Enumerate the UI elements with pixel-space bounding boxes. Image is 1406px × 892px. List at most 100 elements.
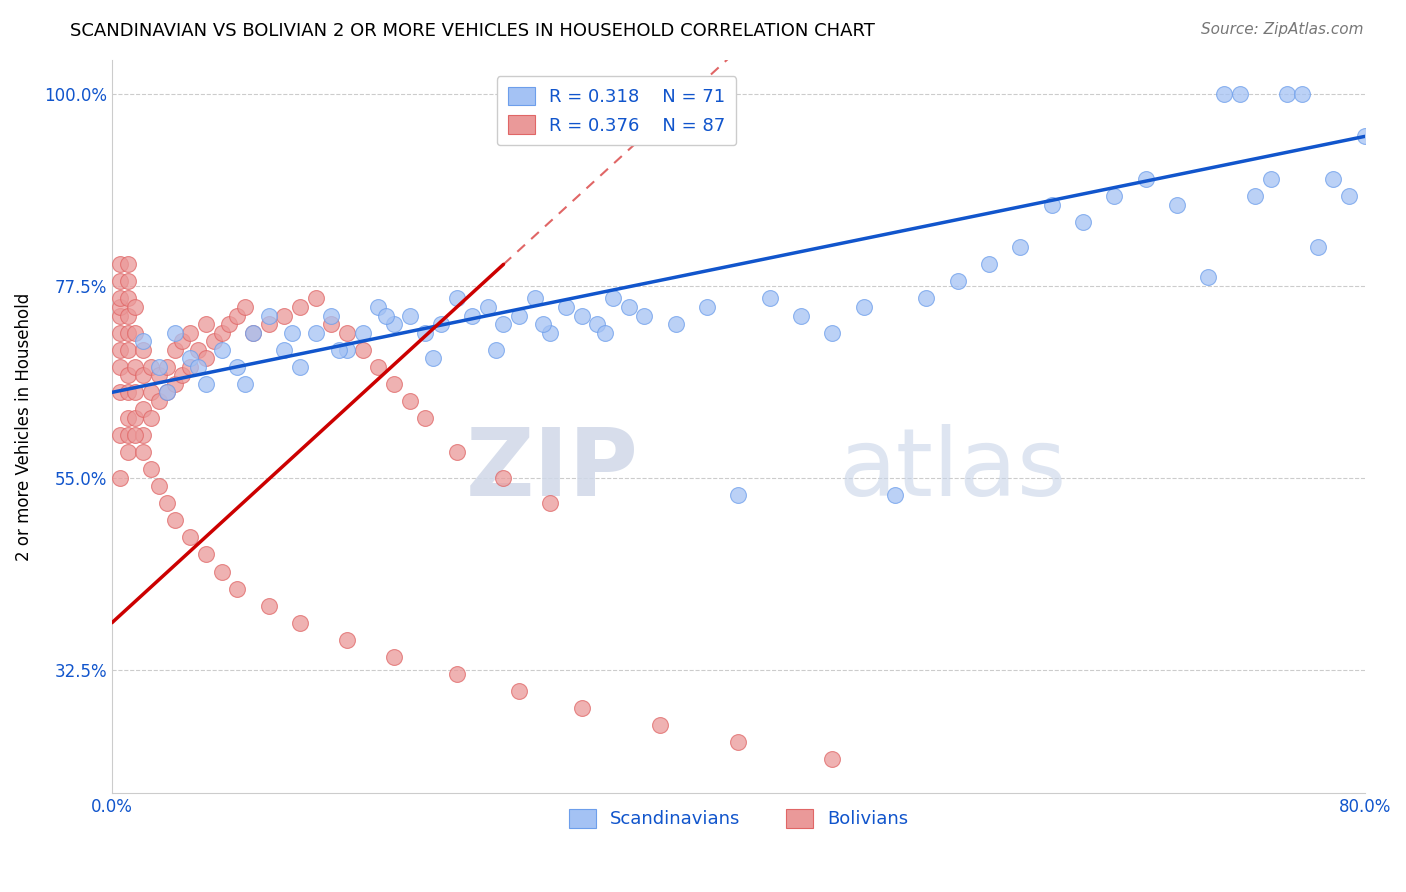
Point [108, 385, 131, 400]
Point [884, 488, 907, 502]
Point [226, 582, 249, 596]
Point [163, 343, 186, 357]
Point [413, 411, 436, 425]
Point [304, 326, 326, 340]
Point [132, 343, 155, 357]
Point [531, 317, 554, 331]
Point [328, 343, 350, 357]
Point [540, 326, 562, 340]
Point [194, 548, 217, 562]
Point [375, 309, 398, 323]
Point [124, 300, 146, 314]
Text: ZIP: ZIP [465, 425, 638, 516]
Point [117, 445, 139, 459]
Point [633, 309, 655, 323]
Point [148, 359, 170, 374]
Point [1102, 189, 1125, 203]
Point [593, 326, 616, 340]
Point [382, 649, 405, 664]
Point [540, 496, 562, 510]
Point [336, 343, 359, 357]
Point [132, 334, 155, 348]
Point [758, 292, 780, 306]
Point [242, 326, 264, 340]
Point [586, 317, 609, 331]
Point [288, 615, 311, 630]
Point [233, 376, 256, 391]
Point [124, 359, 146, 374]
Point [139, 462, 162, 476]
Point [821, 752, 844, 766]
Point [194, 351, 217, 366]
Point [571, 701, 593, 715]
Point [226, 359, 249, 374]
Point [508, 309, 530, 323]
Point [139, 359, 162, 374]
Point [852, 300, 875, 314]
Point [156, 496, 179, 510]
Point [132, 368, 155, 383]
Point [1135, 172, 1157, 186]
Point [194, 376, 217, 391]
Point [446, 445, 468, 459]
Point [124, 411, 146, 425]
Point [336, 326, 359, 340]
Point [108, 275, 131, 289]
Point [648, 718, 671, 732]
Point [665, 317, 688, 331]
Point [172, 334, 194, 348]
Point [257, 599, 280, 613]
Point [194, 317, 217, 331]
Point [273, 309, 295, 323]
Point [446, 666, 468, 681]
Point [156, 385, 179, 400]
Point [571, 309, 593, 323]
Point [288, 359, 311, 374]
Point [1212, 87, 1234, 101]
Point [422, 351, 444, 366]
Point [1322, 172, 1344, 186]
Point [117, 385, 139, 400]
Point [156, 385, 179, 400]
Point [915, 292, 938, 306]
Point [179, 326, 201, 340]
Point [179, 351, 201, 366]
Point [1071, 215, 1094, 229]
Point [1166, 197, 1188, 211]
Point [108, 292, 131, 306]
Point [367, 300, 389, 314]
Point [148, 479, 170, 493]
Point [187, 359, 209, 374]
Point [430, 317, 453, 331]
Point [108, 471, 131, 485]
Point [367, 359, 389, 374]
Point [352, 343, 374, 357]
Point [108, 309, 131, 323]
Point [321, 317, 343, 331]
Point [211, 326, 233, 340]
Point [132, 402, 155, 417]
Point [108, 428, 131, 442]
Point [288, 300, 311, 314]
Point [492, 471, 515, 485]
Point [602, 292, 624, 306]
Point [117, 428, 139, 442]
Point [398, 393, 420, 408]
Text: SCANDINAVIAN VS BOLIVIAN 2 OR MORE VEHICLES IN HOUSEHOLD CORRELATION CHART: SCANDINAVIAN VS BOLIVIAN 2 OR MORE VEHIC… [70, 22, 875, 40]
Point [1275, 87, 1298, 101]
Point [1339, 189, 1361, 203]
Point [132, 428, 155, 442]
Point [1197, 270, 1219, 285]
Point [117, 275, 139, 289]
Point [790, 309, 813, 323]
Point [187, 343, 209, 357]
Point [1306, 240, 1329, 254]
Point [139, 385, 162, 400]
Point [398, 309, 420, 323]
Point [218, 317, 240, 331]
Point [179, 359, 201, 374]
Point [211, 565, 233, 579]
Point [108, 326, 131, 340]
Point [117, 326, 139, 340]
Point [108, 300, 131, 314]
